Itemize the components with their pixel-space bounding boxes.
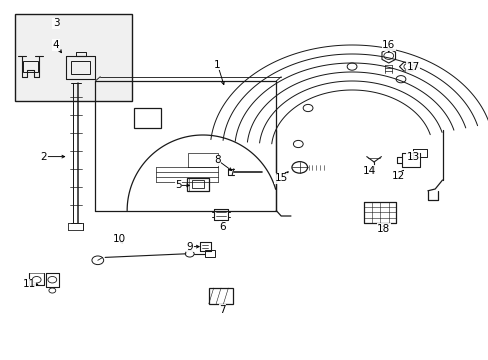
- Text: 4: 4: [53, 40, 60, 50]
- Text: 15: 15: [274, 173, 287, 183]
- Text: 14: 14: [362, 166, 375, 176]
- Bar: [205, 250, 215, 257]
- Text: 3: 3: [53, 18, 60, 28]
- Bar: [134, 108, 161, 128]
- Bar: [208, 288, 233, 304]
- Text: 8: 8: [214, 155, 221, 165]
- Text: 10: 10: [113, 234, 126, 244]
- Text: 18: 18: [376, 224, 390, 234]
- Bar: [191, 180, 204, 188]
- Text: 16: 16: [381, 40, 395, 50]
- Text: 13: 13: [406, 152, 419, 162]
- Bar: [23, 61, 38, 72]
- Text: 11: 11: [22, 279, 36, 289]
- Text: 17: 17: [406, 62, 419, 72]
- Text: 12: 12: [391, 171, 405, 181]
- Bar: [187, 178, 208, 191]
- Text: 2: 2: [41, 152, 47, 162]
- Text: 6: 6: [219, 222, 225, 232]
- Text: 7: 7: [219, 305, 225, 315]
- Text: 5: 5: [175, 180, 182, 190]
- Text: 1: 1: [214, 60, 221, 70]
- Bar: [71, 61, 90, 74]
- Bar: [15, 14, 132, 101]
- Text: 9: 9: [186, 242, 193, 252]
